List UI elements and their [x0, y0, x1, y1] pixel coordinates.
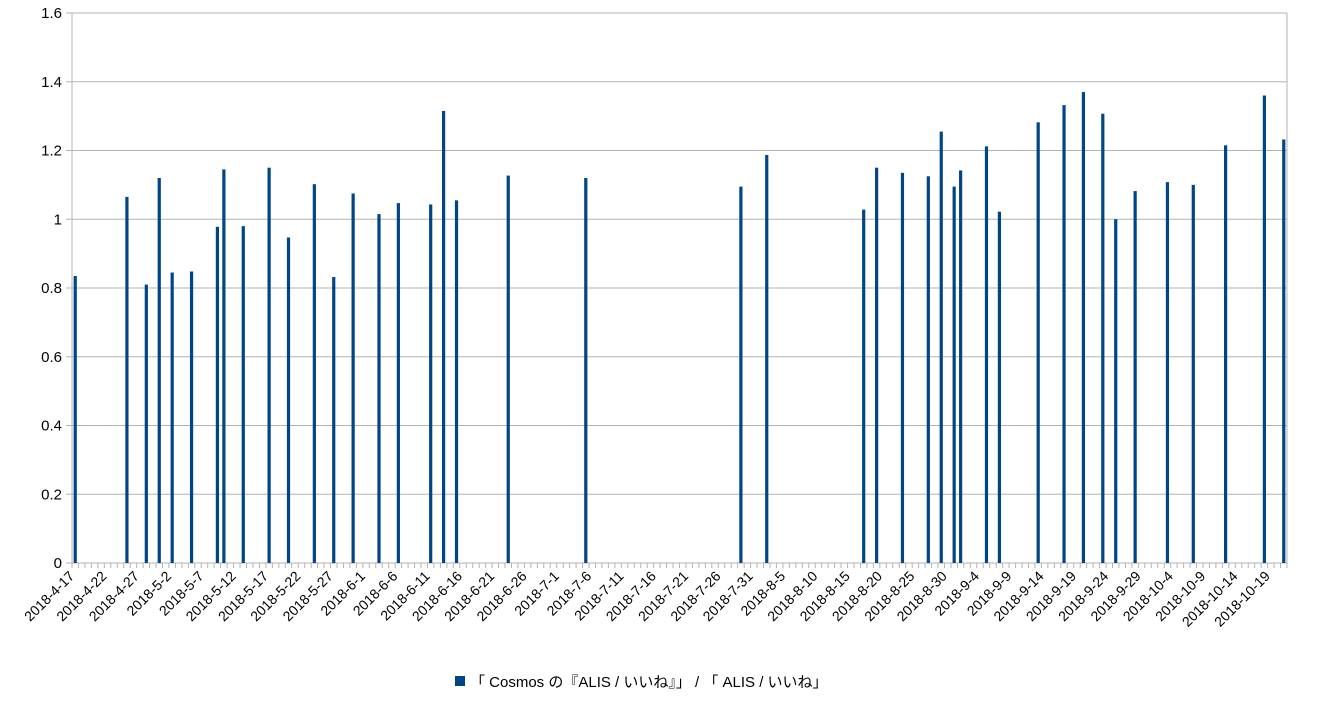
bar [215, 226, 220, 563]
bar [1165, 182, 1170, 563]
y-tick-label: 0.8 [41, 280, 62, 297]
bar [739, 186, 743, 563]
bar [506, 175, 510, 563]
y-axis-tick-labels: 0 0.2 0.4 0.6 0.8 1 1.2 1.4 1.6 [41, 5, 62, 572]
bar [862, 209, 866, 563]
bar [926, 176, 930, 563]
bar [1101, 113, 1105, 563]
bar [900, 172, 905, 563]
y-tick-label: 1.2 [41, 143, 62, 160]
bar [312, 184, 316, 563]
y-tick-label: 1 [54, 211, 62, 228]
x-axis-tick-labels: 2018-4-172018-4-222018-4-272018-5-22018-… [21, 568, 1273, 630]
bars [73, 92, 1286, 563]
bar [222, 169, 226, 563]
bar [396, 203, 400, 563]
bar [1036, 122, 1040, 563]
bar [1062, 105, 1066, 563]
bar [157, 178, 161, 563]
y-tick-label: 1.6 [41, 5, 62, 22]
bar [875, 167, 879, 563]
legend-swatch [455, 676, 465, 686]
bar [144, 284, 148, 563]
bar [1114, 219, 1118, 563]
bar [984, 146, 989, 563]
bar [429, 204, 433, 563]
legend: 「 Cosmos の『ALIS / いいね』」 / 「 ALIS / いいね」 [455, 674, 828, 691]
y-tick-label: 0.6 [41, 349, 62, 366]
bar [442, 110, 446, 563]
bar [952, 186, 956, 563]
y-tick-label: 0.2 [41, 486, 62, 503]
y-tick-label: 0.4 [41, 418, 62, 435]
bar [73, 275, 77, 563]
bar [189, 271, 194, 563]
bar [241, 226, 245, 563]
bar [939, 131, 943, 563]
bar [267, 167, 271, 563]
bar [454, 200, 459, 563]
gridlines [72, 12, 1287, 564]
bar [584, 178, 588, 563]
bar [997, 211, 1002, 563]
bar [1224, 145, 1228, 563]
bar [1133, 191, 1137, 563]
bar [332, 277, 336, 563]
y-tick-label: 0 [54, 555, 62, 572]
bar [170, 272, 174, 563]
axes [66, 12, 1288, 568]
bar [1081, 92, 1086, 563]
bar [286, 237, 291, 563]
bar [125, 196, 129, 563]
legend-entry-label: 「 Cosmos の『ALIS / いいね』」 / 「 ALIS / いいね」 [470, 674, 828, 691]
bar [1191, 184, 1195, 563]
bar [1262, 95, 1266, 563]
bar [765, 154, 769, 563]
bar [959, 170, 963, 563]
bar [1282, 139, 1286, 563]
bar [377, 214, 381, 563]
bar [351, 193, 355, 563]
y-tick-label: 1.4 [41, 74, 62, 91]
